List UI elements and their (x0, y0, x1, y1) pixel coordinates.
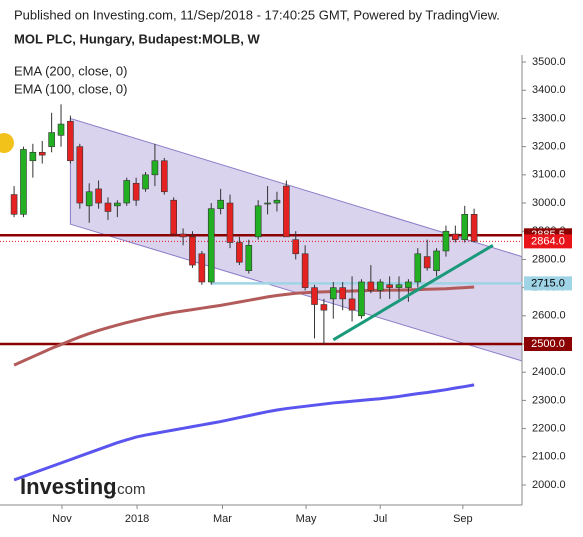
candle-body (358, 281, 365, 317)
candle-body (273, 199, 281, 204)
x-tick-label: Sep (453, 513, 473, 525)
candle-body (104, 202, 112, 212)
candle-body (132, 182, 140, 201)
candle-body (292, 239, 300, 255)
candle-body (423, 256, 431, 269)
level-tag (524, 337, 572, 352)
candle-body (20, 149, 27, 215)
candle-body (10, 194, 18, 215)
candle-body (198, 253, 206, 283)
x-tick-label: Mar (213, 513, 232, 525)
candle-body (170, 199, 177, 235)
level-tag (524, 276, 572, 291)
ema-line (13, 383, 475, 482)
y-tick-label: 3500.0 (532, 56, 566, 68)
y-tick-label: 2000.0 (532, 479, 566, 491)
subtitle: Published on Investing.com, 11/Sep/2018 … (14, 7, 500, 22)
candle-body (48, 132, 55, 147)
ema-line (13, 285, 475, 367)
y-tick-label: 3100.0 (532, 169, 566, 181)
candle-body (264, 202, 271, 205)
x-tick-label: Nov (52, 513, 72, 525)
candle-body (461, 214, 469, 240)
candle-body (67, 120, 74, 162)
legend-entry: EMA (100, close, 0) (14, 81, 127, 96)
y-tick-label: 3200.0 (532, 141, 566, 153)
y-tick-label: 3400.0 (532, 84, 566, 96)
candle-body (395, 284, 403, 288)
candle-body (217, 199, 224, 209)
y-tick-label: 3300.0 (532, 112, 566, 124)
candle-body (160, 160, 168, 193)
y-tick-label: 2200.0 (532, 422, 566, 434)
candle-body (179, 233, 187, 238)
y-tick-label: 2800.0 (532, 253, 566, 265)
level-label: 2864.0 (531, 235, 565, 247)
level-label: 2500.0 (531, 338, 565, 350)
candle-body (405, 281, 412, 288)
candle-body (442, 230, 450, 252)
candle-body (226, 202, 234, 243)
candle-body (254, 205, 262, 238)
candle-body (283, 185, 290, 238)
level-tag (524, 234, 572, 249)
candle-body (142, 174, 149, 190)
candle-body (189, 236, 196, 266)
candle-body (433, 250, 440, 271)
x-tick-label: Jul (373, 513, 387, 525)
candle-body (123, 180, 131, 204)
candle-body (311, 287, 318, 305)
logo-suffix: .com (113, 481, 146, 498)
y-tick-label: 2400.0 (532, 366, 566, 378)
y-tick-label: 2300.0 (532, 394, 566, 406)
candle-body (151, 160, 159, 176)
y-tick-label: 3000.0 (532, 197, 566, 209)
candle-body (85, 191, 93, 207)
y-tick-label: 2100.0 (532, 451, 566, 463)
candle-body (207, 208, 215, 283)
candle-body (376, 281, 384, 291)
event-marker (0, 133, 14, 153)
candle-body (76, 146, 84, 204)
candle-body (236, 242, 243, 263)
candle-body (386, 284, 393, 288)
chart-title: MOL PLC, Hungary, Budapest:MOLB, W (14, 31, 261, 46)
legend-entry: EMA (200, close, 0) (14, 63, 127, 78)
candle-body (38, 151, 46, 156)
candle-body (348, 298, 356, 311)
trendline (332, 244, 494, 342)
candle-body (301, 253, 309, 288)
candle-body (329, 287, 337, 300)
candle-body (470, 214, 478, 242)
candle-body (114, 202, 121, 207)
candle-body (245, 245, 253, 271)
candle-body (57, 123, 65, 136)
x-tick-label: 2018 (125, 513, 149, 525)
y-tick-label: 2600.0 (532, 310, 566, 322)
candle-body (29, 151, 37, 162)
candle-body (339, 287, 346, 300)
candle-body (320, 304, 328, 311)
candle-body (95, 188, 102, 204)
x-tick-label: May (296, 513, 317, 525)
candle-body (452, 233, 459, 240)
logo-brand: Investing (20, 474, 117, 499)
level-label: 2715.0 (531, 277, 565, 289)
candle-body (414, 253, 422, 283)
candle-body (367, 281, 375, 291)
